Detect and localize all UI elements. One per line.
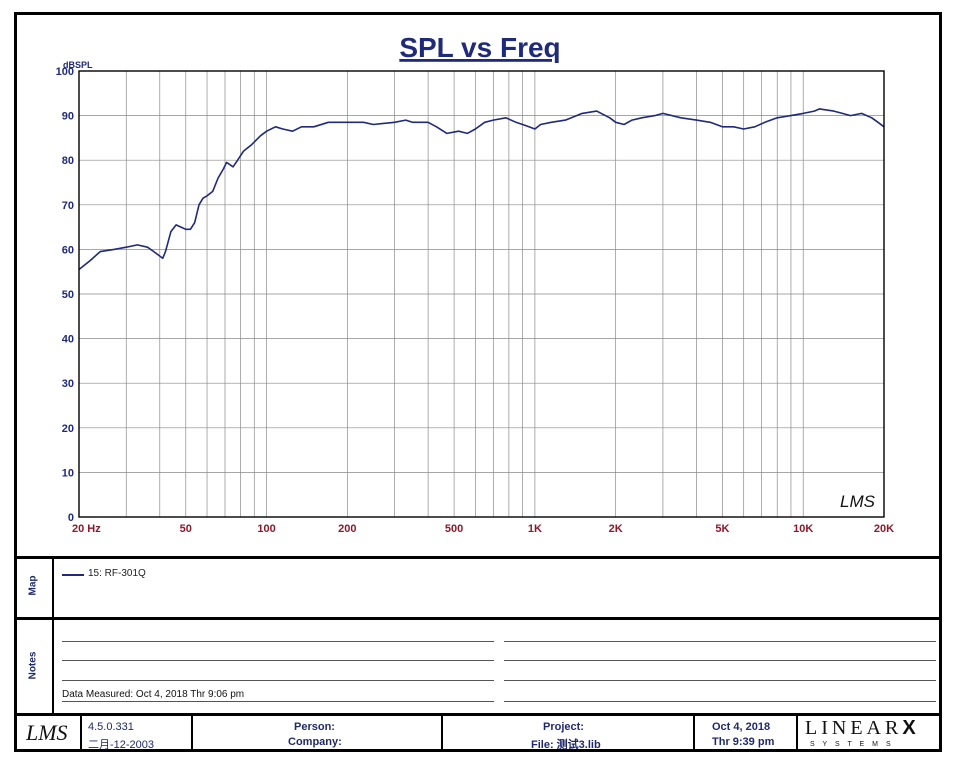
y-axis-unit-label: dBSPL xyxy=(63,60,93,70)
date-text: Oct 4, 2018 xyxy=(712,721,771,733)
divider xyxy=(52,556,54,715)
note-line xyxy=(504,641,936,642)
divider xyxy=(796,716,798,752)
spl-chart: SPL vs Freq dBSPL 0 10 20 30 40 50 60 70 80 90 100… xyxy=(56,32,895,535)
chart-title: SPL vs Freq xyxy=(399,32,560,63)
note-line xyxy=(62,660,494,661)
note-line xyxy=(62,701,494,702)
plot-border xyxy=(78,70,885,518)
divider xyxy=(441,716,443,752)
lms-logo: LMS xyxy=(26,720,68,745)
y-tick-label: 50 xyxy=(62,289,74,301)
divider xyxy=(14,713,942,716)
y-tick-label: 60 xyxy=(62,244,74,256)
note-line xyxy=(62,680,494,681)
y-tick-label: 40 xyxy=(62,334,74,346)
legend-line-swatch xyxy=(62,574,84,576)
company-label: Company: xyxy=(288,736,342,748)
y-tick-label: 100 xyxy=(56,66,74,78)
x-tick-label: 2K xyxy=(609,523,623,535)
y-tick-label: 90 xyxy=(62,111,74,123)
x-tick-label: 5K xyxy=(715,523,729,535)
y-tick-label: 0 xyxy=(68,512,74,524)
legend-entry: 15: RF-301Q xyxy=(88,568,146,579)
y-axis-ticks: 0 10 20 30 40 50 60 70 80 90 100 xyxy=(56,66,74,524)
divider xyxy=(80,716,82,752)
data-measured-text: Data Measured: Oct 4, 2018 Thr 9:06 pm xyxy=(62,689,245,700)
x-axis-ticks: 20 Hz 50 100 200 500 1K 2K 5K 10K 20K xyxy=(72,523,894,535)
divider xyxy=(693,716,695,752)
y-tick-label: 30 xyxy=(62,378,74,390)
divider xyxy=(191,716,193,752)
note-line xyxy=(504,660,936,661)
brand-subtext: S Y S T E M S xyxy=(810,741,894,748)
version-text: 4.5.0.331 xyxy=(88,721,134,733)
note-line xyxy=(62,641,494,642)
chart-grid xyxy=(79,70,884,518)
note-line xyxy=(504,680,936,681)
y-tick-label: 20 xyxy=(62,423,74,435)
y-tick-label: 70 xyxy=(62,200,74,212)
file-label: File: 测试3.lib xyxy=(531,739,601,751)
build-date-text: 二月-12-2003 xyxy=(88,739,155,751)
y-tick-label: 80 xyxy=(62,155,74,167)
series-line-rf-301q xyxy=(78,108,885,271)
x-tick-label: 1K xyxy=(528,523,542,535)
time-text: Thr 9:39 pm xyxy=(712,736,775,748)
x-tick-label: 100 xyxy=(257,523,275,535)
x-tick-label: 20K xyxy=(874,523,894,535)
x-tick-label: 200 xyxy=(338,523,356,535)
lms-watermark: LMS xyxy=(840,492,876,511)
person-label: Person: xyxy=(294,721,335,733)
map-section-label: Map xyxy=(27,575,39,596)
x-tick-label: 20 Hz xyxy=(72,523,101,535)
notes-section-label: Notes xyxy=(27,651,39,680)
divider xyxy=(14,617,942,620)
divider xyxy=(14,556,942,559)
x-tick-label: 10K xyxy=(793,523,813,535)
brand-x: X xyxy=(902,717,920,739)
report-frame xyxy=(14,12,942,752)
brand-text: LINEAR xyxy=(805,717,903,739)
x-tick-label: 50 xyxy=(180,523,192,535)
y-tick-label: 10 xyxy=(62,467,74,479)
note-line xyxy=(504,701,936,702)
project-label: Project: xyxy=(543,721,584,733)
x-tick-label: 500 xyxy=(445,523,463,535)
series-group xyxy=(78,108,885,271)
